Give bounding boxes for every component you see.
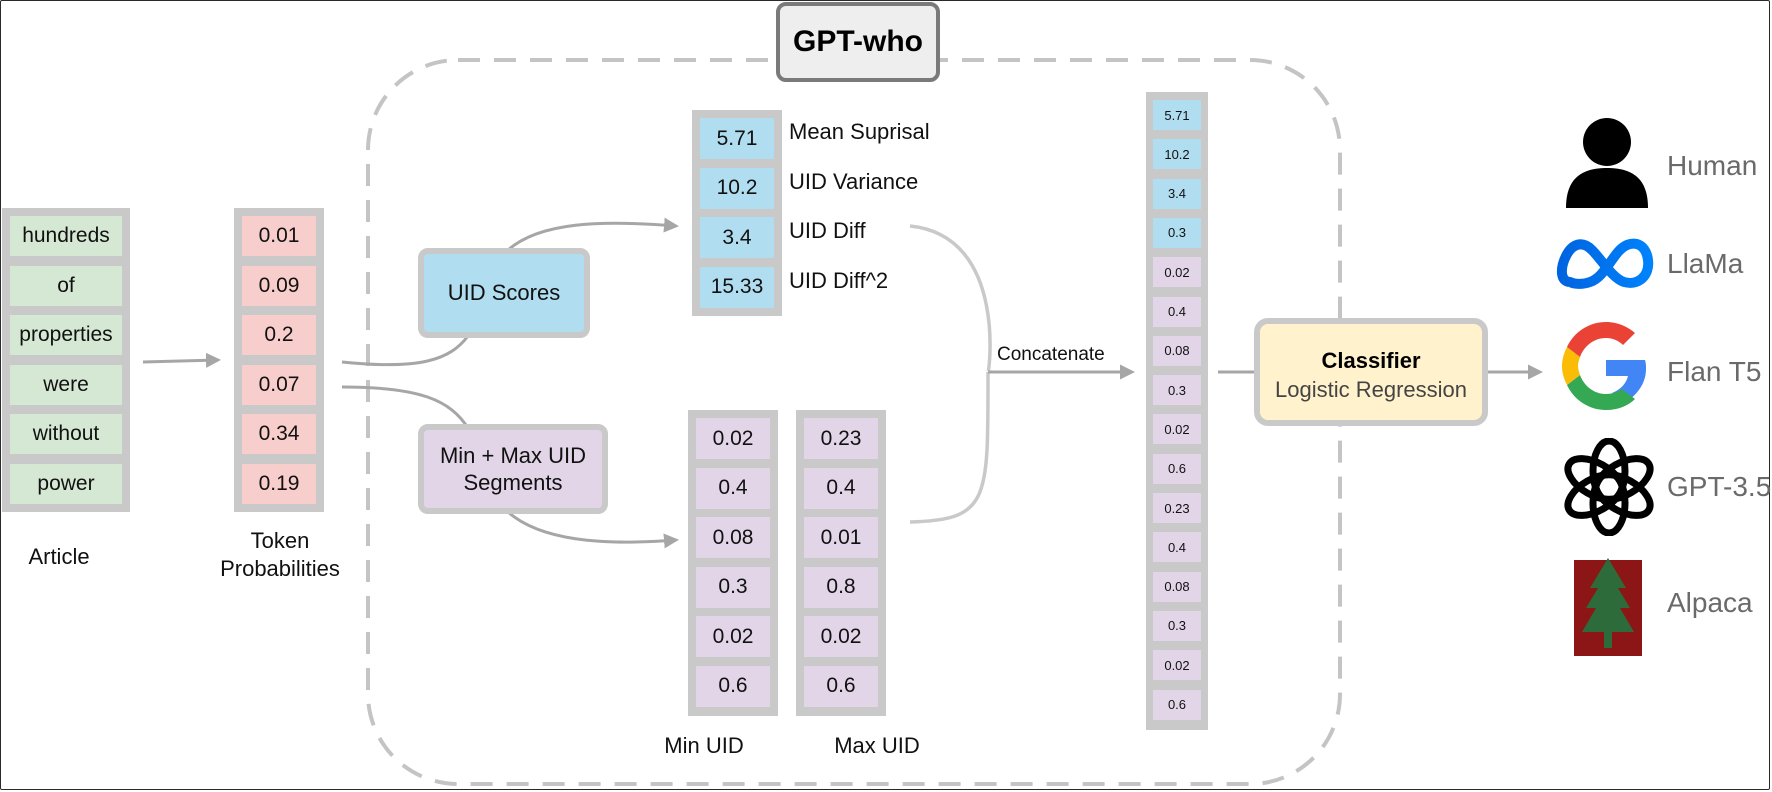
- feature-vector-column: 5.71 10.2 3.4 0.3 0.02 0.4 0.08 0.3 0.02 0.6 0.23 0…: [1146, 92, 1208, 730]
- feature-vector-value: 0.3: [1153, 217, 1201, 248]
- article-token: were: [10, 364, 122, 405]
- token-probabilities-column: 0.01 0.09 0.2 0.07 0.34 0.19: [234, 208, 324, 512]
- uid-score-name: UID Variance: [789, 168, 919, 194]
- article-token: hundreds: [10, 216, 122, 256]
- meta-logo-icon: [1556, 238, 1654, 289]
- article-token: of: [10, 265, 122, 306]
- token-probabilities-caption: Token Probabilities: [220, 528, 340, 581]
- feature-vector-value: 0.3: [1153, 610, 1201, 641]
- min-uid-column: 0.02 0.4 0.08 0.3 0.02 0.6: [688, 410, 778, 716]
- article-column: hundreds of properties were without power: [2, 208, 130, 512]
- uid-score-values-column: 5.71 10.2 3.4 15.33: [692, 110, 782, 316]
- person-icon: [1566, 118, 1648, 208]
- max-uid-value: 0.8: [804, 566, 878, 608]
- arrow-probs-to-segments: [341, 385, 470, 429]
- output-label-gpt-3-5: GPT-3.5: [1667, 471, 1772, 502]
- article-token: power: [10, 464, 122, 504]
- max-uid-value: 0.6: [804, 665, 878, 707]
- min-uid-value: 0.4: [696, 467, 770, 509]
- feature-vector-value: 0.23: [1153, 493, 1201, 523]
- min-uid-value: 0.3: [696, 566, 770, 608]
- article-caption: Article: [28, 544, 90, 569]
- uid-score-value: 5.71: [700, 118, 774, 159]
- classifier-box: Classifier Logistic Regression: [1254, 318, 1488, 426]
- output-label-human: Human: [1667, 150, 1758, 181]
- arrow-article-to-probs: [142, 352, 221, 368]
- feature-vector-value: 5.71: [1153, 100, 1201, 130]
- feature-vector-value: 0.08: [1153, 335, 1201, 366]
- token-probability: 0.07: [242, 364, 316, 405]
- output-label-alpaca: Alpaca: [1667, 587, 1753, 618]
- concatenate-label: Concatenate: [997, 344, 1105, 365]
- feature-vector-value: 3.4: [1153, 178, 1201, 209]
- classifier-subtitle: Logistic Regression: [1275, 377, 1467, 402]
- uid-score-name: UID Diff: [789, 218, 866, 243]
- feature-vector-value: 0.6: [1153, 689, 1201, 720]
- token-probability: 0.34: [242, 414, 316, 455]
- feature-vector-value: 0.02: [1153, 650, 1201, 681]
- uid-scores-box: UID Scores: [418, 248, 590, 338]
- min-uid-value: 0.02: [696, 616, 770, 657]
- max-uid-column: 0.23 0.4 0.01 0.8 0.02 0.6: [796, 410, 886, 716]
- token-probability: 0.09: [242, 265, 316, 306]
- uid-score-value: 3.4: [700, 217, 774, 258]
- uid-score-value: 10.2: [700, 167, 774, 209]
- feature-vector-value: 0.4: [1153, 296, 1201, 327]
- feature-vector-value: 0.3: [1153, 375, 1201, 406]
- output-label-llama: LlaMa: [1667, 248, 1744, 279]
- classifier-title: Classifier: [1321, 348, 1421, 373]
- article-token: without: [10, 414, 122, 455]
- arrow-segments-to-values: [507, 510, 679, 549]
- feature-vector-value: 0.02: [1153, 257, 1201, 288]
- feature-vector-value: 0.4: [1153, 532, 1201, 563]
- google-logo-icon: [1562, 322, 1646, 410]
- concatenate-bracket: [909, 224, 992, 524]
- min-uid-caption: Min UID: [664, 733, 744, 758]
- openai-logo-icon: [1564, 438, 1654, 536]
- arrow-probs-to-uid-scores: [341, 335, 470, 367]
- max-uid-value: 0.01: [804, 517, 878, 558]
- token-probability: 0.01: [242, 216, 316, 256]
- min-uid-value: 0.08: [696, 517, 770, 558]
- min-uid-value: 0.02: [696, 418, 770, 459]
- uid-score-name: Mean Suprisal: [789, 119, 930, 144]
- max-uid-value: 0.4: [804, 467, 878, 509]
- min-max-uid-segments-box: Min + Max UID Segments: [418, 424, 608, 514]
- feature-vector-value: 0.02: [1153, 414, 1201, 445]
- min-uid-value: 0.6: [696, 665, 770, 707]
- gpt-who-title: GPT-who: [776, 2, 940, 82]
- max-uid-caption: Max UID: [834, 733, 920, 758]
- arrow-uid-scores-to-values: [507, 217, 679, 252]
- token-probability: 0.2: [242, 315, 316, 356]
- token-probability: 0.19: [242, 464, 316, 504]
- article-token: properties: [10, 315, 122, 356]
- max-uid-value: 0.23: [804, 418, 878, 459]
- feature-vector-value: 0.08: [1153, 571, 1201, 602]
- uid-score-value: 15.33: [700, 266, 774, 308]
- feature-vector-value: 0.6: [1153, 453, 1201, 484]
- max-uid-value: 0.02: [804, 616, 878, 657]
- feature-vector-value: 10.2: [1153, 139, 1201, 170]
- output-label-flan-t5: Flan T5: [1667, 356, 1762, 387]
- stanford-logo-icon: [1574, 558, 1642, 656]
- uid-score-name: UID Diff^2: [789, 267, 889, 293]
